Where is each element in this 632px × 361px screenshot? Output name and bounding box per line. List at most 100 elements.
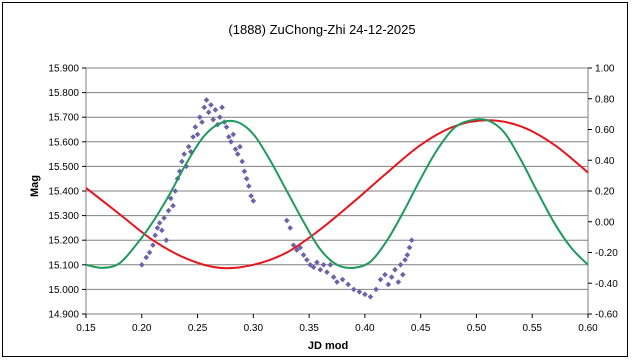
data-point: [212, 107, 219, 113]
data-point: [239, 158, 245, 165]
data-point: [345, 281, 351, 288]
x-tick-label: 0.35: [299, 323, 319, 334]
data-point: [165, 207, 172, 214]
data-point: [156, 220, 163, 226]
series: [85, 97, 589, 300]
y-tick-label: 15.100: [48, 260, 79, 271]
y-axis-title: Mag: [29, 175, 41, 197]
data-point: [143, 254, 150, 261]
data-point: [385, 281, 392, 288]
data-point: [167, 195, 174, 202]
data-point: [196, 114, 203, 120]
data-point: [395, 279, 402, 285]
data-point: [199, 119, 205, 125]
data-point: [138, 262, 145, 268]
data-point: [223, 124, 230, 130]
data-point: [161, 215, 167, 221]
y-tick-label: 15.500: [48, 162, 79, 173]
data-point: [300, 252, 307, 258]
data-point: [324, 269, 330, 275]
data-point: [172, 188, 179, 194]
data-point: [356, 289, 363, 295]
data-point: [185, 143, 192, 150]
gridlines: [86, 92, 588, 290]
data-point: [287, 225, 293, 231]
x-tick-label: 0.55: [522, 323, 542, 334]
data-point: [159, 227, 165, 234]
data-point: [327, 262, 334, 268]
data-point: [400, 271, 406, 278]
y-tick-label: 15.200: [48, 236, 79, 247]
y2-tick-label: -0.40: [595, 279, 618, 290]
data-point: [190, 134, 196, 140]
y2-tick-label: -0.20: [595, 248, 618, 259]
data-point: [290, 242, 297, 248]
data-point: [201, 104, 208, 111]
data-point: [297, 244, 303, 251]
data-point: [237, 143, 243, 150]
y-tick-label: 15.600: [48, 137, 79, 148]
data-point: [408, 237, 415, 243]
chart-title: (1888) ZuChong-Zhi 24-12-2025: [228, 22, 415, 37]
green-curve-line: [85, 118, 589, 270]
data-point: [362, 291, 368, 298]
data-point: [228, 139, 234, 145]
x-tick-label: 0.25: [188, 323, 208, 334]
data-point: [210, 116, 216, 123]
data-point: [154, 225, 161, 231]
y2-tick-label: 0.00: [595, 217, 615, 228]
data-point: [246, 183, 252, 189]
data-point: [310, 264, 317, 271]
data-point: [377, 276, 384, 283]
data-point: [304, 257, 310, 263]
x-tick-label: 0.50: [467, 323, 487, 334]
data-point: [307, 262, 314, 268]
data-point: [404, 252, 411, 258]
data-point: [339, 276, 346, 283]
data-point: [188, 148, 194, 155]
data-point: [248, 193, 254, 199]
x-tick-label: 0.60: [578, 323, 598, 334]
y-tick-label: 15.400: [48, 187, 79, 198]
data-point: [402, 257, 408, 263]
data-point: [181, 151, 187, 157]
data-point: [217, 114, 223, 120]
data-point: [392, 266, 398, 273]
data-point: [225, 134, 232, 140]
data-point: [203, 97, 210, 103]
y-tick-label: 15.900: [48, 64, 79, 75]
data-point: [230, 131, 237, 138]
x-tick-label: 0.30: [244, 323, 264, 334]
red-curve-line: [85, 119, 589, 270]
data-point: [406, 244, 413, 251]
data-point: [250, 198, 257, 204]
tick-labels: 15.900 15.800 15.700 15.600 15.500 15.400 15.3…: [48, 64, 618, 335]
data-point: [397, 262, 404, 268]
data-point: [334, 279, 340, 285]
y2-tick-label: -0.60: [595, 310, 618, 321]
data-point: [232, 146, 239, 152]
data-point: [146, 249, 153, 256]
data-point: [294, 247, 300, 253]
data-point: [163, 237, 170, 243]
y-tick-label: 15.300: [48, 211, 79, 222]
data-point: [152, 232, 158, 239]
y-tick-label: 15.800: [48, 88, 79, 99]
y-tick-label: 15.000: [48, 285, 79, 296]
data-point: [192, 124, 199, 130]
y2-tick-label: 0.20: [595, 187, 615, 198]
x-tick-label: 0.45: [411, 323, 431, 334]
data-point: [219, 104, 225, 111]
y2-tick-label: 0.40: [595, 156, 615, 167]
data-point: [194, 131, 201, 138]
x-axis-title: JD mod: [308, 340, 348, 352]
data-point: [317, 266, 324, 273]
y-tick-label: 14.900: [48, 310, 79, 321]
y2-tick-label: 0.80: [595, 94, 615, 105]
y2-tick-label: 1.00: [595, 64, 615, 75]
y-tick-label: 15.700: [48, 113, 79, 124]
data-point: [205, 109, 212, 116]
x-tick-label: 0.20: [132, 323, 152, 334]
y2-tick-label: 0.60: [595, 125, 615, 136]
